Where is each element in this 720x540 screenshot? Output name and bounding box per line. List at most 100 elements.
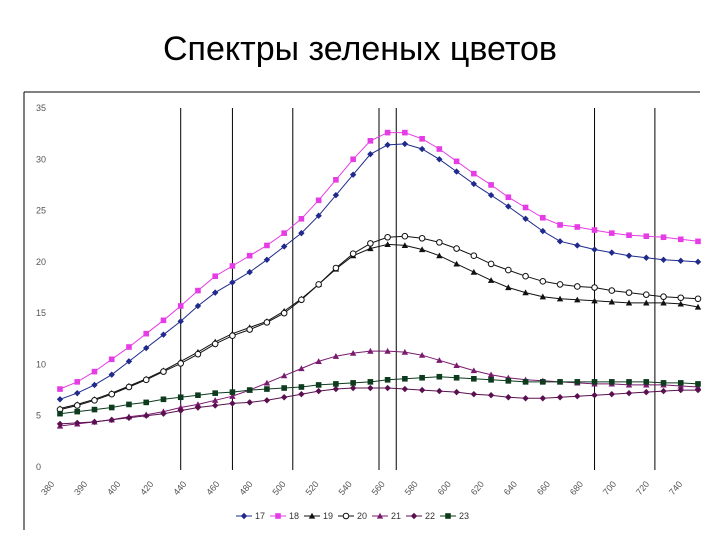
data-point-19 (556, 295, 564, 302)
x-tick-label: 660 (535, 479, 552, 497)
data-point-18 (608, 230, 615, 236)
data-point-20 (384, 233, 391, 241)
data-point-17 (298, 229, 305, 237)
data-point-23 (505, 378, 512, 384)
x-tick-label: 380 (39, 479, 56, 497)
data-point-22 (608, 390, 615, 398)
data-point-20 (418, 234, 426, 242)
data-point-23 (608, 379, 615, 385)
data-point-22 (211, 402, 219, 409)
data-point-17 (401, 140, 409, 148)
data-point-17 (229, 279, 236, 286)
data-point-23 (57, 410, 63, 417)
data-point-22 (194, 404, 202, 411)
data-point-22 (453, 388, 460, 396)
y-tick-label: 35 (36, 103, 46, 113)
data-point-18 (126, 344, 132, 350)
data-point-17 (74, 389, 81, 397)
data-point-20 (573, 283, 581, 290)
data-point-18 (74, 379, 81, 385)
data-point-18 (195, 287, 201, 294)
data-point-20 (315, 281, 322, 288)
data-point-18 (333, 177, 339, 183)
data-point-20 (263, 319, 271, 326)
data-point-23 (626, 379, 632, 385)
data-point-17 (522, 215, 529, 222)
data-point-23 (350, 380, 356, 386)
data-point-20 (125, 383, 133, 391)
data-point-22 (315, 387, 322, 395)
data-point-19 (677, 300, 684, 307)
data-point-20 (160, 368, 167, 375)
data-point-17 (177, 318, 184, 325)
data-point-20 (487, 260, 495, 268)
series-23 (57, 373, 701, 417)
data-point-17 (643, 254, 650, 261)
y-tick-label: 20 (36, 257, 46, 267)
data-point-20 (677, 294, 685, 302)
x-tick-label: 600 (436, 479, 453, 497)
data-point-23 (143, 399, 150, 406)
data-point-22 (418, 386, 426, 394)
data-point-19 (453, 260, 460, 267)
data-point-18 (246, 252, 253, 259)
x-tick-label: 500 (270, 479, 287, 497)
data-point-19 (401, 242, 409, 249)
data-point-20 (73, 402, 81, 409)
data-point-23 (402, 375, 408, 382)
data-point-17 (556, 238, 564, 245)
data-point-19 (660, 299, 667, 306)
x-tick-label: 740 (667, 479, 684, 497)
legend-label-18: 18 (289, 511, 299, 521)
data-point-22 (643, 388, 650, 396)
data-point-18 (402, 129, 408, 136)
data-point-19 (694, 303, 702, 310)
data-point-20 (608, 287, 616, 294)
data-point-18 (677, 236, 684, 243)
data-point-20 (211, 340, 219, 348)
data-point-22 (74, 419, 81, 427)
data-point-22 (160, 410, 167, 417)
data-point-22 (108, 416, 115, 424)
legend-marker-17 (240, 512, 248, 520)
data-point-20 (505, 266, 512, 274)
data-point-22 (591, 392, 598, 399)
data-point-20 (332, 264, 340, 272)
data-point-23 (695, 381, 701, 387)
data-point-21 (298, 365, 305, 372)
data-point-17 (694, 258, 702, 266)
x-tick-label: 720 (634, 479, 651, 497)
data-point-17 (539, 227, 547, 235)
data-point-20 (694, 295, 702, 303)
data-point-23 (436, 373, 443, 380)
data-point-17 (194, 302, 202, 310)
data-point-17 (315, 212, 322, 219)
page-title: Спектры зеленых цветов (163, 30, 557, 68)
data-point-20 (470, 252, 478, 260)
data-point-21 (229, 393, 236, 399)
data-point-22 (125, 414, 133, 421)
data-point-22 (143, 412, 150, 419)
data-point-18 (591, 227, 598, 233)
data-point-18 (574, 224, 581, 230)
legend-marker-22 (410, 512, 418, 520)
data-point-22 (470, 390, 478, 398)
data-point-23 (453, 374, 460, 381)
data-point-18 (160, 317, 167, 324)
data-point-20 (436, 239, 443, 246)
data-point-18 (557, 222, 563, 228)
data-point-17 (143, 344, 150, 352)
data-point-18 (643, 233, 650, 240)
data-point-19 (625, 299, 633, 306)
data-point-23 (522, 379, 529, 385)
series-17 (56, 140, 702, 403)
legend-label-23: 23 (459, 511, 469, 521)
data-point-17 (625, 252, 633, 259)
data-point-17 (125, 358, 133, 365)
data-point-23 (591, 379, 598, 385)
data-point-19 (643, 299, 650, 306)
data-point-22 (332, 385, 340, 393)
data-point-23 (660, 380, 667, 386)
x-tick-label: 390 (72, 479, 89, 497)
x-tick-label: 440 (171, 479, 188, 497)
